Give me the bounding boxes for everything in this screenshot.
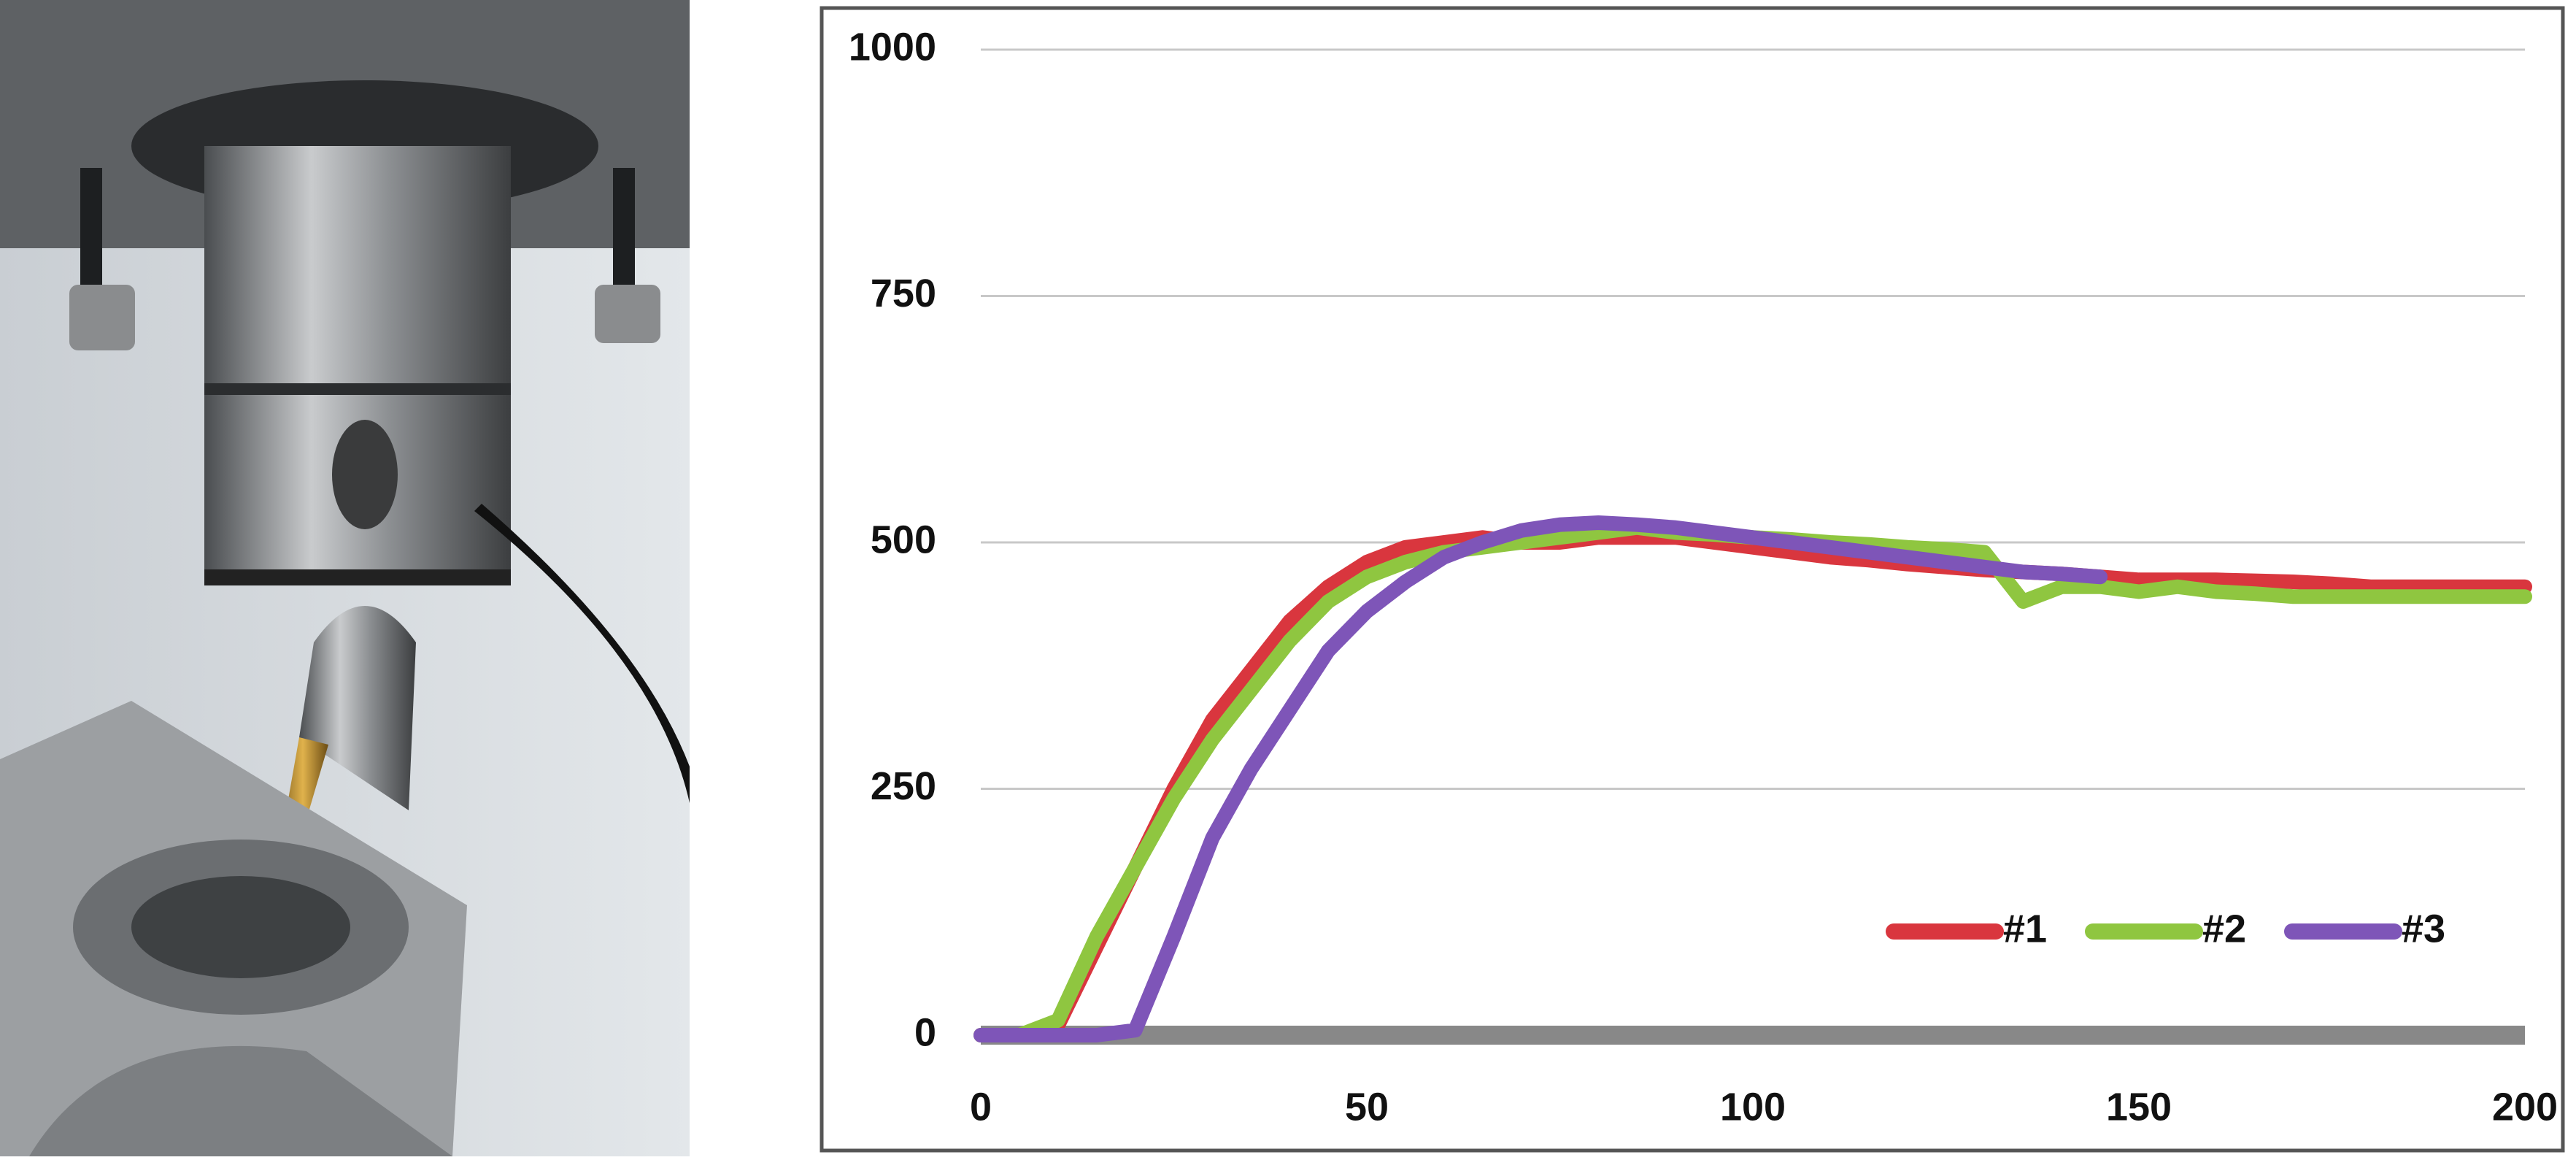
x-tick-label: 150 [2106,1085,2172,1129]
series-line [973,515,2108,1042]
y-tick-label: 0 [914,1010,936,1054]
y-tick-label: 1000 [849,25,936,69]
photo [0,0,690,1156]
series-line [973,530,2532,1042]
x-tick-label: 0 [970,1085,992,1129]
y-tick-label: 500 [871,518,936,561]
x-tick-label: 200 [2492,1085,2558,1129]
legend-label: #2 [2202,907,2246,950]
chart: 0 250 500 750 1000 0 50 100 150 200 #1 #2 #3 [849,25,2558,1129]
legend-label: #3 [2402,907,2445,950]
y-tick-label: 250 [871,764,936,808]
x-tick-label: 50 [1345,1085,1389,1129]
x-tick-label: 100 [1720,1085,1786,1129]
legend-label: #1 [2003,907,2047,950]
y-tick-label: 750 [871,272,936,315]
